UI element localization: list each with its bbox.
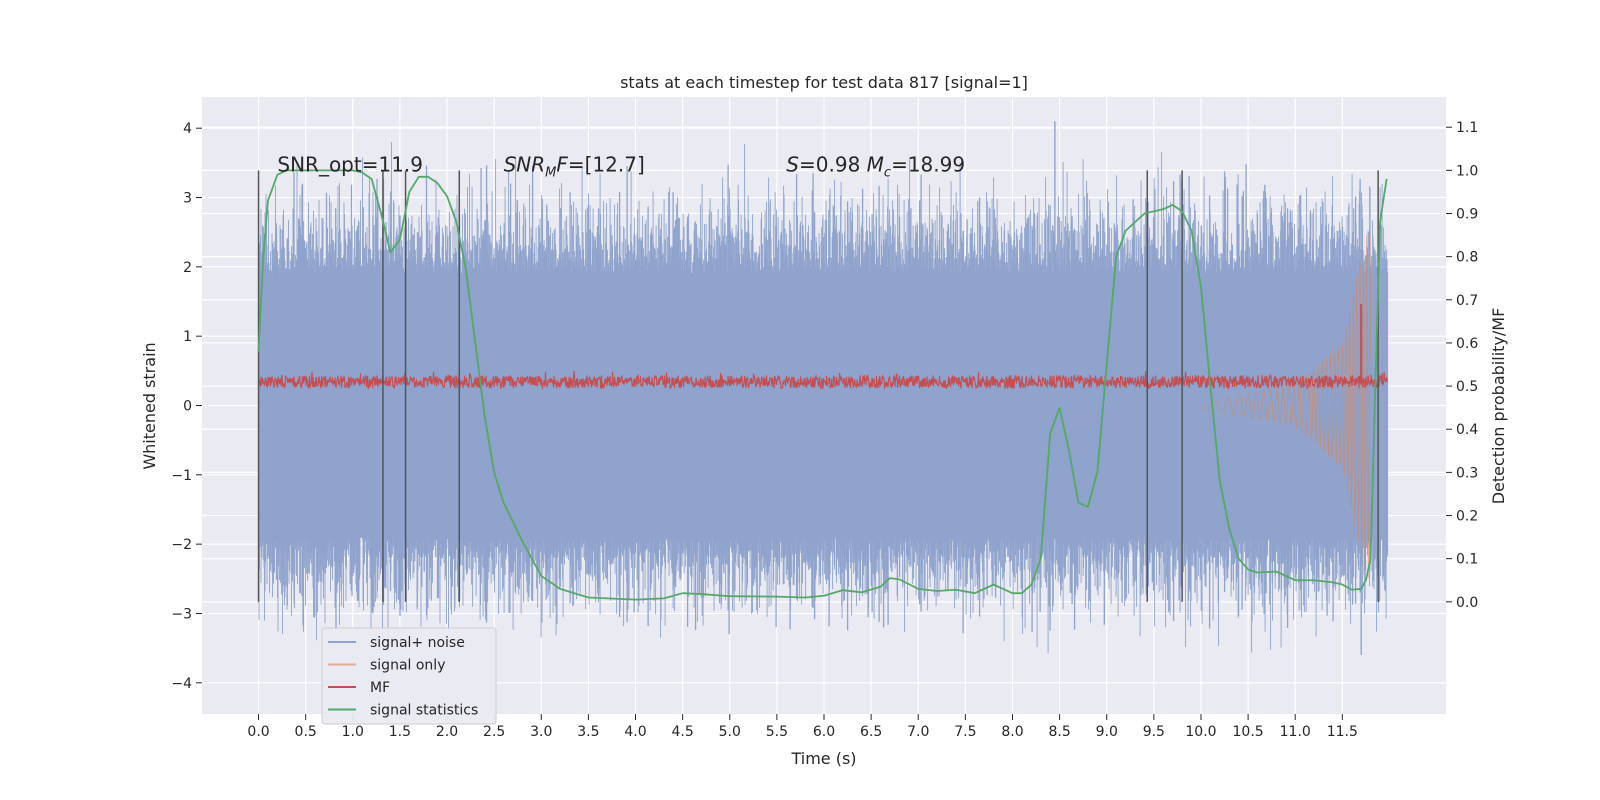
x-tick-label-17: 8.5 [1048, 724, 1070, 740]
x-tick-label-14: 7.0 [907, 724, 929, 740]
chirp-line [1200, 232, 1372, 578]
x-tick-label-23: 11.5 [1327, 724, 1358, 740]
y-tick-label-1: 3 [183, 191, 192, 207]
x-axis-label: Time (s) [790, 749, 856, 768]
y2-tick-label-6: 0.5 [1456, 379, 1478, 395]
legend-label-3: signal statistics [370, 703, 478, 719]
legend-label-0: signal+ noise [370, 635, 465, 651]
legend: signal+ noise signal only MF signal statist… [321, 627, 497, 725]
x-tick-label-0: 0.0 [247, 724, 269, 740]
x-tick-label-16: 8.0 [1001, 724, 1023, 740]
x-tick-label-15: 7.5 [954, 724, 976, 740]
y-axis-label: Whitened strain [140, 342, 159, 469]
y2-tick-label-10: 0.1 [1456, 552, 1478, 568]
y2-tick-label-9: 0.2 [1456, 509, 1478, 525]
annotation-snr-opt: SNR_opt=11.9 [277, 152, 423, 176]
x-tick-label-4: 2.0 [436, 724, 458, 740]
y-tick-label-5: −1 [171, 468, 192, 484]
legend-label-1: signal only [370, 658, 445, 674]
series-signal-statistics [257, 169, 1388, 601]
y2-tick-label-11: 0.0 [1456, 595, 1478, 611]
y-tick-label-7: −3 [171, 606, 192, 622]
x-tick-label-10: 5.0 [719, 724, 741, 740]
x-tick-label-21: 10.5 [1233, 724, 1264, 740]
statistics-line [257, 169, 1388, 601]
x-tick-label-18: 9.0 [1096, 724, 1118, 740]
y-tick-label-0: 4 [183, 121, 192, 137]
annotation-snr-mf: SNRMF=[12.7] [504, 152, 645, 180]
axes: 0.0 0.5 1.0 1.5 2.0 2.5 3.0 3.5 4.0 4.5 5.0 5.5 6.0 6… [171, 120, 1478, 740]
mf-line [258, 371, 1389, 391]
x-tick-label-13: 6.5 [860, 724, 882, 740]
y2-tick-label-2: 0.9 [1456, 206, 1478, 222]
chart-title: stats at each timestep for test data 817… [620, 73, 1028, 92]
x-tick-label-7: 3.5 [577, 724, 599, 740]
y2-tick-label-0: 1.1 [1456, 120, 1478, 136]
y-tick-label-6: −2 [171, 537, 192, 553]
x-tick-label-19: 9.5 [1143, 724, 1165, 740]
x-tick-label-20: 10.0 [1185, 724, 1216, 740]
legend-box [321, 627, 497, 725]
y2-tick-label-5: 0.6 [1456, 336, 1478, 352]
y2-tick-label-7: 0.4 [1456, 422, 1478, 438]
x-tick-label-5: 2.5 [483, 724, 505, 740]
x-tick-label-9: 4.5 [672, 724, 694, 740]
legend-label-2: MF [370, 680, 390, 696]
x-tick-label-3: 1.5 [389, 724, 411, 740]
x-tick-label-6: 3.0 [530, 724, 552, 740]
x-tick-label-22: 11.0 [1280, 724, 1311, 740]
x-tick-label-8: 4.0 [624, 724, 646, 740]
annotation-s-mc: S=0.98 Mc=18.99 [786, 152, 965, 180]
y2-tick-label-8: 0.3 [1456, 465, 1478, 481]
x-tick-label-1: 0.5 [295, 724, 317, 740]
y-tick-label-2: 2 [183, 260, 192, 276]
x-tick-label-12: 6.0 [813, 724, 835, 740]
vertical-markers [257, 170, 1379, 602]
y2-tick-label-3: 0.8 [1456, 250, 1478, 266]
series-mf [258, 304, 1389, 391]
x-tick-label-11: 5.5 [766, 724, 788, 740]
y2-tick-label-1: 1.0 [1456, 163, 1478, 179]
y2-tick-label-4: 0.7 [1456, 293, 1478, 309]
y-tick-label-3: 1 [183, 329, 192, 345]
y2-axis-label: Detection probability/MF [1489, 308, 1508, 505]
x-tick-label-2: 1.0 [342, 724, 364, 740]
series-signal-only [1200, 232, 1372, 578]
y-tick-label-4: 0 [183, 399, 192, 415]
y-tick-label-8: −4 [171, 676, 192, 692]
